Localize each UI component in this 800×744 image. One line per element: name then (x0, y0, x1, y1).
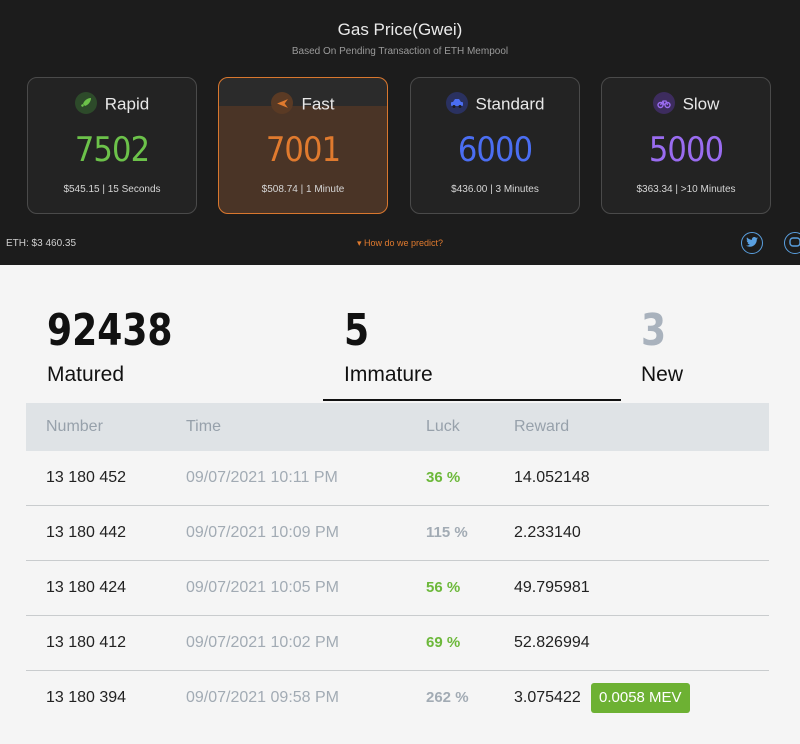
gas-card-value: 7001 (265, 130, 341, 170)
block-time: 09/07/2021 09:58 PM (186, 689, 340, 706)
rocket-icon (74, 92, 97, 115)
gas-card-value: 6000 (457, 130, 533, 170)
gas-card-label: Slow (682, 94, 720, 114)
twitter-icon (746, 234, 758, 252)
table-row[interactable]: 13 180 394 09/07/2021 09:58 PM 262 % 3.0754… (26, 671, 769, 725)
mev-badge: 0.0058 MEV (591, 683, 690, 713)
block-number: 13 180 452 (46, 469, 127, 486)
block-time: 09/07/2021 10:09 PM (186, 524, 340, 541)
table-row[interactable]: 13 180 424 09/07/2021 10:05 PM 56 % 49.7959… (26, 561, 769, 616)
block-time: 09/07/2021 10:11 PM (186, 469, 338, 486)
gas-subtitle: Based On Pending Transaction of ETH Memp… (291, 46, 509, 57)
column-header-luck: Luck (426, 418, 460, 435)
stat-immature[interactable]: 5 Immature (344, 307, 433, 387)
stat-value: 3 (641, 305, 667, 356)
discord-icon (789, 234, 800, 252)
block-luck: 56 % (426, 579, 461, 596)
gas-price-panel: Gas Price(Gwei) Based On Pending Transac… (0, 0, 800, 265)
gas-card-fast[interactable]: Fast 7001 $508.74 | 1 Minute (218, 77, 388, 214)
block-luck: 36 % (426, 469, 461, 486)
block-number: 13 180 394 (46, 689, 127, 706)
gas-card-info: $508.74 | 1 Minute (261, 184, 345, 195)
block-reward: 2.233140 (514, 524, 581, 541)
car-icon (445, 92, 468, 115)
gas-card-info: $363.34 | >10 Minutes (636, 184, 736, 195)
block-time: 09/07/2021 10:05 PM (186, 579, 340, 596)
table-header: Number Time Luck Reward (26, 403, 769, 451)
stat-label: New (641, 363, 684, 386)
table-row[interactable]: 13 180 412 09/07/2021 10:02 PM 69 % 52.8269… (26, 616, 769, 671)
table-row[interactable]: 13 180 442 09/07/2021 10:09 PM 115 % 2.2331… (26, 506, 769, 561)
block-number: 13 180 412 (46, 634, 127, 651)
gas-card-label: Standard (475, 94, 545, 114)
gas-title: Gas Price(Gwei) (337, 20, 463, 39)
gas-card-slow[interactable]: Slow 5000 $363.34 | >10 Minutes (601, 77, 771, 214)
gas-card-info: $545.15 | 15 Seconds (63, 184, 161, 195)
block-reward: 3.075422 (514, 689, 581, 706)
column-header-number: Number (46, 418, 103, 435)
block-reward: 52.826994 (514, 634, 590, 651)
table-row[interactable]: 13 180 452 09/07/2021 10:11 PM 36 % 14.0521… (26, 451, 769, 506)
block-luck: 69 % (426, 634, 461, 651)
stat-value: 92438 (47, 305, 173, 356)
stat-label: Immature (344, 363, 433, 386)
gas-card-value: 5000 (648, 130, 724, 170)
block-luck: 262 % (426, 689, 469, 706)
column-header-reward: Reward (514, 418, 570, 435)
caret-down-icon: ▾ (356, 238, 362, 248)
column-header-time: Time (186, 418, 221, 435)
stat-label: Matured (47, 363, 125, 386)
block-time: 09/07/2021 10:02 PM (186, 634, 340, 651)
block-number: 13 180 424 (46, 579, 127, 596)
gas-card-value: 7502 (74, 130, 150, 170)
active-tab-indicator (323, 399, 621, 401)
plane-icon (271, 92, 294, 115)
predict-link-label: How do we predict? (364, 238, 444, 248)
predict-link[interactable]: ▾ How do we predict? (0, 238, 800, 249)
stat-value: 5 (344, 305, 370, 356)
gas-card-info: $436.00 | 3 Minutes (451, 184, 539, 195)
twitter-button[interactable] (741, 232, 763, 254)
block-luck: 115 % (426, 524, 468, 541)
gas-card-standard[interactable]: Standard 6000 $436.00 | 3 Minutes (410, 77, 580, 214)
gas-card-rapid[interactable]: Rapid 7502 $545.15 | 15 Seconds (27, 77, 197, 214)
discord-button[interactable] (784, 232, 800, 254)
stat-matured[interactable]: 92438 Matured (47, 307, 200, 387)
gas-card-label: Rapid (104, 94, 150, 114)
blocks-panel: 92438 Matured 5 Immature 3 New Number Ti… (0, 265, 800, 744)
gas-card-label: Fast (301, 94, 335, 114)
eth-price: ETH: $3 460.35 (6, 238, 77, 249)
block-reward: 49.795981 (514, 579, 590, 596)
bicycle-icon (652, 92, 675, 115)
block-number: 13 180 442 (46, 524, 127, 541)
stat-new[interactable]: 3 New (641, 307, 683, 387)
block-reward: 14.052148 (514, 469, 590, 486)
